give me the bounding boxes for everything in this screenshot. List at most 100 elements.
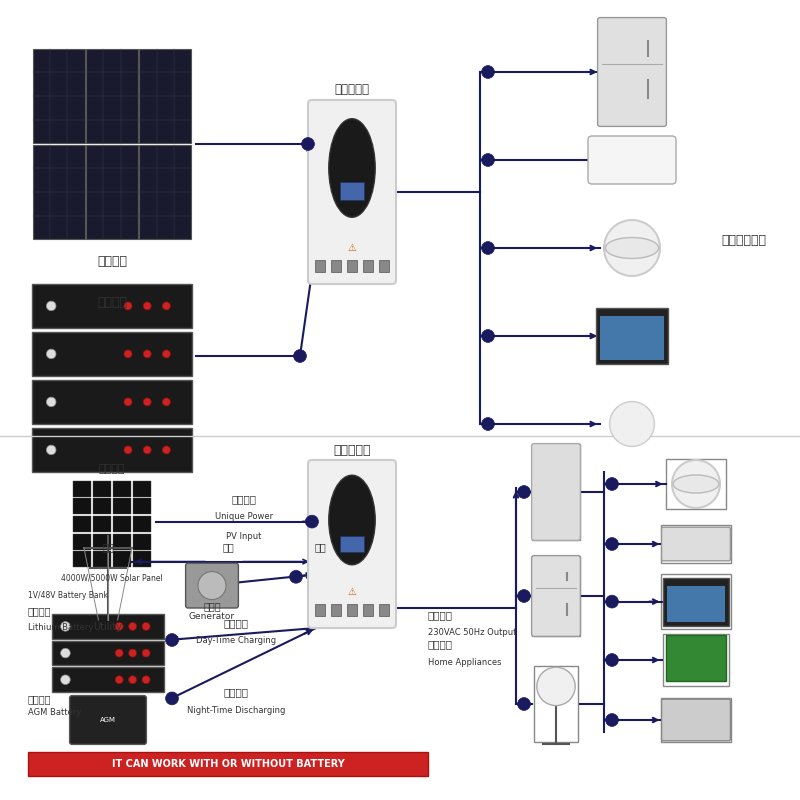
Bar (661, 698, 731, 742)
Text: 夜间放电: 夜间放电 (223, 687, 249, 698)
Circle shape (606, 478, 618, 490)
FancyBboxPatch shape (133, 516, 151, 532)
Circle shape (61, 622, 70, 631)
Bar (331, 260, 341, 272)
FancyBboxPatch shape (600, 316, 664, 360)
Text: ⚠: ⚠ (348, 243, 356, 253)
Circle shape (142, 676, 150, 684)
Circle shape (46, 349, 56, 358)
Circle shape (142, 622, 150, 630)
FancyBboxPatch shape (308, 100, 396, 284)
FancyBboxPatch shape (133, 534, 151, 550)
Text: 发电机: 发电机 (203, 602, 221, 611)
Circle shape (606, 654, 618, 666)
Bar (534, 666, 578, 742)
FancyBboxPatch shape (186, 563, 238, 608)
FancyBboxPatch shape (28, 752, 428, 776)
Text: 并网逆变器: 并网逆变器 (334, 444, 370, 457)
FancyBboxPatch shape (340, 182, 364, 200)
Circle shape (606, 714, 618, 726)
Circle shape (482, 418, 494, 430)
Circle shape (129, 622, 137, 630)
Circle shape (482, 330, 494, 342)
Circle shape (142, 649, 150, 657)
FancyBboxPatch shape (662, 527, 730, 561)
FancyBboxPatch shape (52, 641, 164, 666)
Circle shape (604, 220, 660, 276)
Text: Utility: Utility (94, 622, 122, 632)
Bar (661, 525, 731, 563)
FancyBboxPatch shape (113, 551, 131, 567)
Circle shape (482, 154, 494, 166)
Text: 太阳能板: 太阳能板 (97, 296, 127, 309)
Circle shape (143, 350, 151, 358)
Circle shape (143, 398, 151, 406)
Circle shape (46, 397, 56, 406)
FancyBboxPatch shape (667, 586, 725, 622)
Circle shape (61, 648, 70, 658)
FancyBboxPatch shape (32, 284, 192, 328)
FancyBboxPatch shape (93, 481, 111, 497)
FancyBboxPatch shape (532, 443, 581, 541)
FancyBboxPatch shape (32, 380, 192, 424)
FancyBboxPatch shape (308, 460, 396, 628)
FancyBboxPatch shape (86, 49, 138, 143)
Bar (363, 604, 373, 616)
Circle shape (124, 398, 132, 406)
Text: （家用电器）: （家用电器） (722, 234, 766, 246)
Circle shape (162, 302, 170, 310)
Text: 光伏输入: 光伏输入 (231, 494, 257, 504)
FancyBboxPatch shape (133, 481, 151, 497)
Circle shape (143, 446, 151, 454)
Text: 并网: 并网 (102, 542, 114, 552)
Circle shape (294, 350, 306, 362)
Circle shape (302, 138, 314, 150)
FancyBboxPatch shape (93, 498, 111, 514)
Text: AGM: AGM (100, 717, 116, 723)
FancyBboxPatch shape (598, 18, 666, 126)
Circle shape (606, 595, 618, 608)
FancyBboxPatch shape (93, 534, 111, 550)
Bar (532, 556, 580, 636)
Bar (661, 574, 731, 629)
Circle shape (46, 445, 56, 454)
Circle shape (129, 649, 137, 657)
FancyBboxPatch shape (70, 695, 146, 744)
Circle shape (518, 590, 530, 602)
Bar (663, 634, 729, 686)
FancyBboxPatch shape (113, 498, 131, 514)
Circle shape (115, 649, 123, 657)
FancyBboxPatch shape (133, 551, 151, 567)
Bar (315, 604, 325, 616)
FancyBboxPatch shape (32, 428, 192, 472)
FancyBboxPatch shape (52, 614, 164, 638)
FancyBboxPatch shape (588, 136, 676, 184)
Circle shape (61, 675, 70, 685)
FancyBboxPatch shape (32, 332, 192, 376)
FancyBboxPatch shape (113, 534, 131, 550)
Bar (379, 604, 389, 616)
FancyBboxPatch shape (139, 145, 191, 239)
Circle shape (518, 698, 530, 710)
Text: 交流输出: 交流输出 (428, 610, 453, 620)
Text: 市电: 市电 (222, 542, 234, 552)
Circle shape (610, 402, 654, 446)
FancyBboxPatch shape (93, 516, 111, 532)
Text: ⚠: ⚠ (348, 587, 356, 597)
Text: Night-Time Discharging: Night-Time Discharging (187, 706, 285, 714)
Ellipse shape (329, 118, 375, 218)
Text: 4000W/5000W Solar Panel: 4000W/5000W Solar Panel (61, 574, 163, 582)
FancyBboxPatch shape (340, 536, 364, 552)
Text: 太阳能板: 太阳能板 (98, 464, 126, 474)
Circle shape (482, 242, 494, 254)
FancyBboxPatch shape (73, 498, 91, 514)
Circle shape (290, 570, 302, 583)
FancyBboxPatch shape (86, 145, 138, 239)
FancyBboxPatch shape (33, 145, 85, 239)
Text: AGM Battery: AGM Battery (28, 708, 82, 717)
Text: Home Appliances: Home Appliances (428, 658, 502, 666)
Circle shape (482, 66, 494, 78)
Bar (347, 604, 357, 616)
Bar (315, 260, 325, 272)
Circle shape (162, 398, 170, 406)
